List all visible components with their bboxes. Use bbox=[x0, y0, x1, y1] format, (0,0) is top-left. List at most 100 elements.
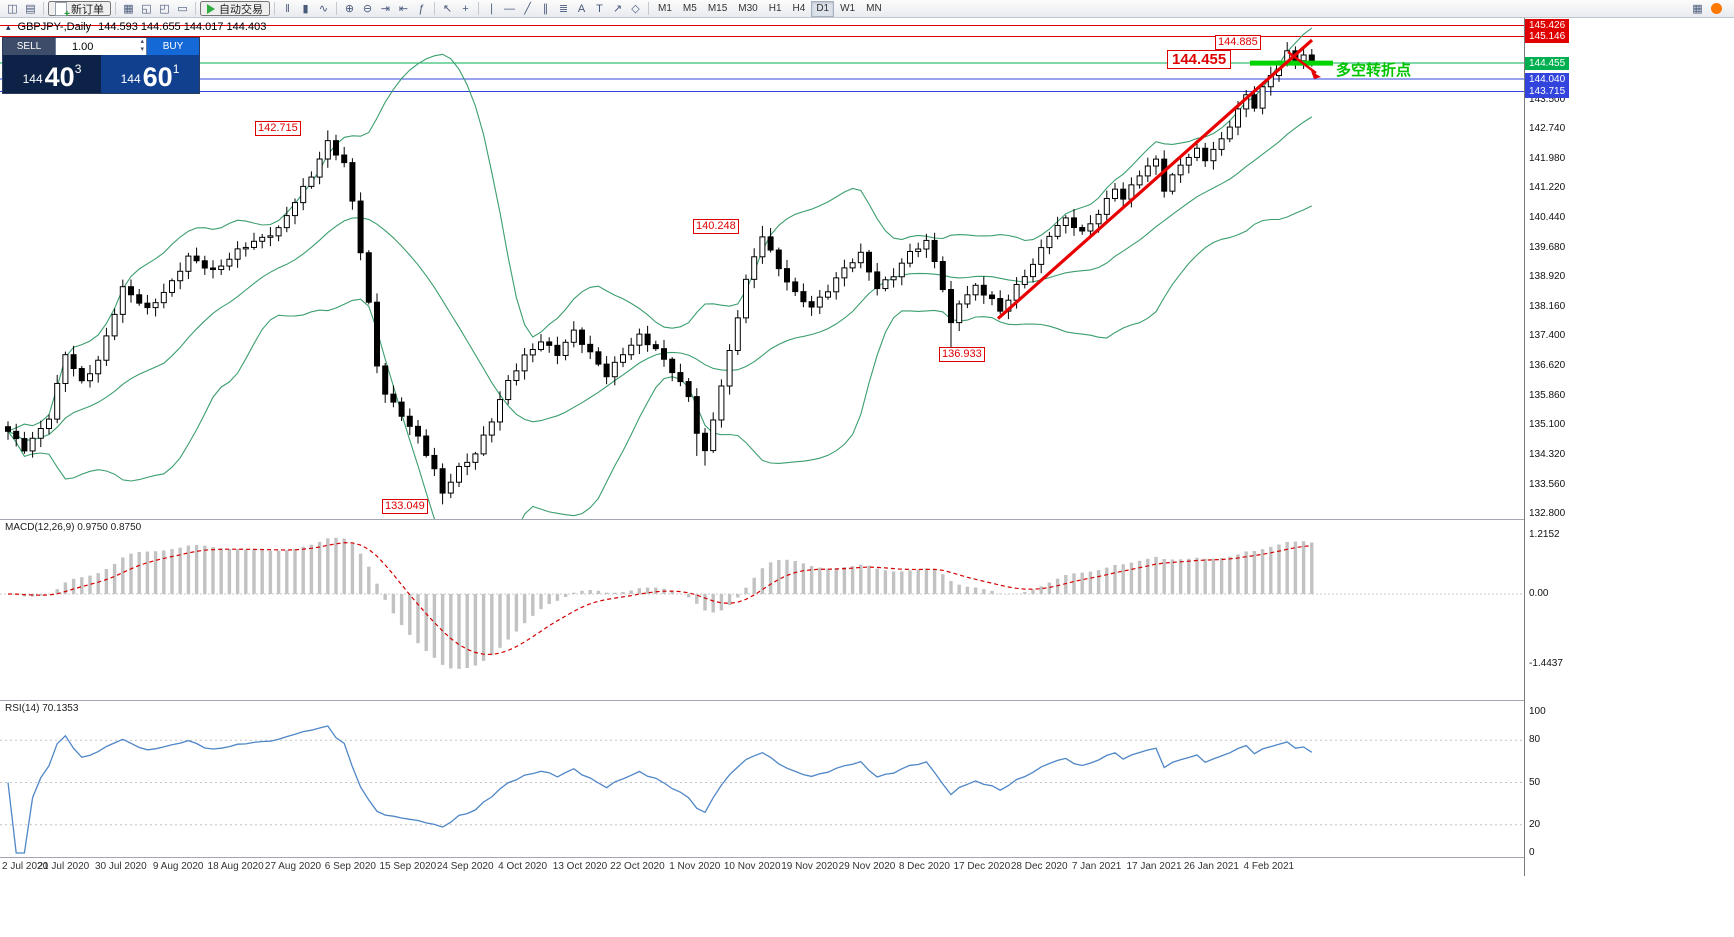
price-tick: 142.740 bbox=[1529, 123, 1566, 135]
crosshair-icon[interactable]: + bbox=[462, 2, 469, 15]
rsi-tick: 100 bbox=[1529, 706, 1546, 717]
toolbar-separator bbox=[336, 2, 337, 15]
price-annotation-142.715[interactable]: 142.715 bbox=[255, 121, 301, 136]
price-annotation-144.455[interactable]: 144.455 bbox=[1167, 50, 1232, 69]
date-label: 17 Jan 2021 bbox=[1126, 861, 1182, 872]
price-tick: 136.620 bbox=[1529, 360, 1566, 372]
chart-window-icon[interactable]: ◫ bbox=[7, 3, 18, 15]
price-tick: 139.680 bbox=[1529, 241, 1566, 253]
new-order-button[interactable]: 新订单 bbox=[48, 1, 111, 20]
date-label: 29 Nov 2020 bbox=[838, 861, 896, 872]
cursor-icon[interactable]: ↖ bbox=[442, 3, 453, 15]
candles bbox=[5, 42, 1315, 505]
horizontal-line-icon[interactable]: ― bbox=[504, 2, 515, 15]
timeframe-m1[interactable]: M1 bbox=[658, 2, 672, 14]
timeframe-d1[interactable]: D1 bbox=[811, 0, 835, 17]
volume-value: 1.00 bbox=[72, 40, 94, 53]
panel-separator[interactable] bbox=[0, 519, 1734, 520]
date-label: 6 Sep 2020 bbox=[324, 861, 376, 872]
buy-button[interactable]: BUY bbox=[147, 38, 199, 55]
price-tick: 134.320 bbox=[1529, 449, 1566, 461]
macd-label: MACD(12,26,9) 0.9750 0.8750 bbox=[5, 522, 142, 533]
sell-button[interactable]: SELL bbox=[3, 38, 55, 55]
candlestick-chart-icon[interactable]: ▮ bbox=[302, 3, 309, 15]
zoom-in-icon[interactable]: ⊕ bbox=[344, 3, 355, 15]
date-label: 7 Jan 2021 bbox=[1071, 861, 1122, 872]
timeframe-m15[interactable]: M15 bbox=[707, 2, 728, 14]
timeframe-h1[interactable]: H1 bbox=[768, 2, 782, 14]
trendline-icon[interactable]: ╱ bbox=[524, 3, 531, 15]
timeframe-m5[interactable]: M5 bbox=[682, 2, 697, 14]
price-tag-145.426: 145.426 bbox=[1525, 19, 1570, 32]
date-label: 28 Dec 2020 bbox=[1010, 861, 1068, 872]
bollinger-upper-band bbox=[7, 27, 1313, 432]
navigator-icon[interactable]: ◰ bbox=[159, 3, 170, 15]
volume-up-icon[interactable]: ▴ bbox=[140, 38, 144, 45]
date-label: 17 Dec 2020 bbox=[953, 861, 1011, 872]
bar-chart-icon[interactable]: ‖ bbox=[285, 2, 290, 15]
alert-dot-icon[interactable] bbox=[1711, 3, 1722, 14]
label-icon[interactable]: T bbox=[596, 2, 603, 15]
symbol-label: GBPJPY-,Daily bbox=[17, 21, 92, 33]
date-label: 27 Aug 2020 bbox=[264, 861, 322, 872]
autotrading-button[interactable]: 自动交易 bbox=[200, 1, 270, 16]
price-tag-145.146: 145.146 bbox=[1525, 29, 1570, 43]
price-tick: 135.860 bbox=[1529, 389, 1566, 401]
date-label: 8 Dec 2020 bbox=[898, 861, 950, 872]
timeframe-h4[interactable]: H4 bbox=[792, 2, 806, 14]
price-tick: 140.440 bbox=[1529, 212, 1566, 224]
line-chart-icon[interactable]: ∿ bbox=[318, 3, 329, 15]
zoom-out-icon[interactable]: ⊖ bbox=[362, 3, 373, 15]
reversal-arrowhead bbox=[1311, 71, 1321, 79]
terminal-icon[interactable]: ▭ bbox=[177, 3, 188, 15]
price-annotation-136.933[interactable]: 136.933 bbox=[939, 347, 985, 362]
arrows-icon[interactable]: ↗ bbox=[612, 3, 623, 15]
trendline-drawing[interactable] bbox=[996, 38, 1314, 320]
date-label: 21 Jul 2020 bbox=[37, 861, 90, 872]
volume-input[interactable]: 1.00 ▴ ▾ bbox=[55, 38, 147, 55]
vertical-line-icon[interactable]: ∣ bbox=[488, 3, 495, 15]
timeframe-mn[interactable]: MN bbox=[866, 2, 882, 14]
date-label: 30 Jul 2020 bbox=[94, 861, 147, 872]
price-axis[interactable]: 143.500 142.740 141.980 141.220 140.440 139.6… bbox=[1524, 18, 1734, 876]
indicators-icon[interactable]: ƒ bbox=[418, 2, 425, 15]
shapes-icon[interactable]: ◇ bbox=[631, 3, 640, 15]
data-window-icon[interactable]: ◱ bbox=[141, 3, 152, 15]
price-annotation-133.049[interactable]: 133.049 bbox=[382, 499, 428, 514]
macd-panel[interactable] bbox=[0, 520, 1524, 701]
toolbar: ◫ ▤ 新订单 ▦ ◱ ◰ ▭ 自动交易 ‖ ▮ ∿ ⊕ ⊖ ⇥ ⇤ ƒ ↖ + ∣ ― ╱ ∥ ≣ AT ↗ ◇ M1 M5 M15 M… bbox=[0, 0, 1734, 20]
sell-price-display[interactable]: 144 40 3 bbox=[3, 55, 101, 93]
fibonacci-icon[interactable]: ≣ bbox=[558, 3, 569, 15]
price-tick: 132.800 bbox=[1529, 508, 1566, 519]
price-tick: 135.100 bbox=[1529, 419, 1566, 430]
reversal-arrow[interactable] bbox=[1287, 51, 1317, 74]
timeframe-m30[interactable]: M30 bbox=[738, 2, 758, 14]
auto-scroll-icon[interactable]: ⇥ bbox=[380, 3, 391, 15]
buy-price-display[interactable]: 144 60 1 bbox=[101, 55, 199, 93]
price-tick: 133.560 bbox=[1529, 478, 1566, 490]
price-annotation-144.885[interactable]: 144.885 bbox=[1215, 35, 1261, 50]
toolbar-separator bbox=[434, 2, 435, 15]
bollinger-lower-band bbox=[7, 205, 1313, 520]
date-label: 1 Nov 2020 bbox=[669, 861, 721, 872]
chart-shift-icon[interactable]: ⇤ bbox=[398, 3, 409, 15]
price-tick: 141.220 bbox=[1529, 182, 1566, 194]
chart-profile-icon[interactable]: ▤ bbox=[25, 3, 36, 15]
rsi-panel[interactable] bbox=[0, 701, 1524, 858]
text-icon[interactable]: A bbox=[577, 2, 586, 15]
panel-separator[interactable] bbox=[0, 857, 1734, 858]
price-chart[interactable] bbox=[0, 18, 1524, 520]
market-watch-icon[interactable]: ▦ bbox=[123, 3, 134, 15]
volume-down-icon[interactable]: ▾ bbox=[140, 46, 144, 53]
time-axis[interactable]: 2 Jul 2020 21 Jul 2020 30 Jul 2020 9 Aug 20… bbox=[0, 858, 1524, 876]
channel-icon[interactable]: ∥ bbox=[542, 3, 549, 15]
pivot-text-annotation[interactable]: 多空转折点 bbox=[1336, 62, 1412, 79]
price-annotation-140.248[interactable]: 140.248 bbox=[693, 219, 739, 234]
charts-grid-icon[interactable]: ▦ bbox=[1692, 3, 1703, 15]
sell-price-handle: 144 bbox=[22, 72, 43, 86]
panel-separator[interactable] bbox=[0, 700, 1734, 701]
volume-spinner[interactable]: ▴ ▾ bbox=[140, 38, 144, 54]
timeframe-w1[interactable]: W1 bbox=[840, 2, 856, 14]
price-tick: 143.500 bbox=[1529, 94, 1566, 106]
date-label: 4 Oct 2020 bbox=[498, 861, 548, 872]
